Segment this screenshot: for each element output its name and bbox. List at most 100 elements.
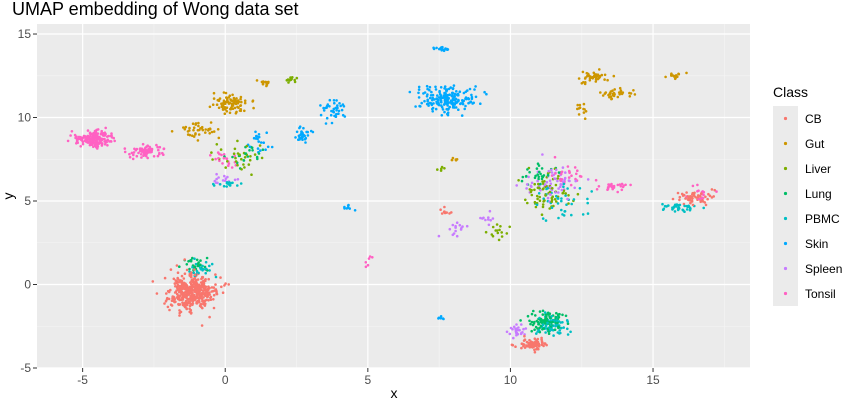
data-point-pbmc xyxy=(210,262,214,266)
data-point-skin xyxy=(333,101,336,105)
data-point-gut xyxy=(188,129,191,132)
data-point-skin xyxy=(473,88,476,91)
data-point-spleen xyxy=(518,328,521,332)
data-points xyxy=(66,45,718,354)
data-point-skin xyxy=(437,96,441,99)
data-point-gut xyxy=(197,121,200,125)
x-tick-label: 5 xyxy=(364,373,371,387)
data-point-spleen xyxy=(557,191,560,194)
data-point-cb xyxy=(183,258,186,261)
data-point-gut xyxy=(197,133,201,136)
data-point-skin xyxy=(322,106,325,110)
data-point-cb xyxy=(174,290,178,294)
data-point-tonsil xyxy=(140,156,143,159)
data-point-skin xyxy=(445,89,449,92)
data-point-gut xyxy=(243,99,247,102)
data-point-liver xyxy=(499,225,502,228)
data-point-skin xyxy=(417,88,421,91)
data-point-spleen xyxy=(488,209,492,213)
data-point-liver xyxy=(540,213,544,216)
data-point-spleen xyxy=(524,327,528,330)
data-point-gut xyxy=(577,113,581,116)
data-point-tonsil xyxy=(147,149,150,152)
data-point-cb xyxy=(185,307,188,310)
data-point-tonsil xyxy=(230,166,234,169)
data-point-cb xyxy=(699,200,702,204)
data-point-tonsil xyxy=(560,172,563,176)
data-point-spleen xyxy=(561,166,565,169)
data-point-liver xyxy=(295,76,299,80)
data-point-spleen xyxy=(546,196,550,200)
grid-lines xyxy=(37,24,750,369)
data-point-tonsil xyxy=(699,197,702,201)
data-point-gut xyxy=(588,76,592,80)
data-point-spleen xyxy=(217,176,220,179)
data-point-tonsil xyxy=(81,142,85,146)
data-point-gut xyxy=(229,98,232,101)
data-point-liver xyxy=(260,156,264,160)
data-point-liver xyxy=(226,160,229,163)
data-point-skin xyxy=(346,204,350,208)
data-point-skin xyxy=(436,94,439,97)
data-point-lung xyxy=(187,260,190,263)
data-point-pbmc xyxy=(689,207,692,210)
data-point-tonsil xyxy=(624,183,627,187)
data-point-gut xyxy=(610,97,613,101)
data-point-lung xyxy=(561,313,564,317)
data-point-cb xyxy=(529,342,533,345)
data-point-lung xyxy=(199,259,202,262)
data-point-lung xyxy=(539,318,542,322)
data-point-gut xyxy=(204,128,207,131)
data-point-skin xyxy=(266,145,270,149)
data-point-gut xyxy=(677,72,680,76)
data-point-pbmc xyxy=(204,260,208,264)
data-point-pbmc xyxy=(570,202,573,206)
data-point-spleen xyxy=(505,330,509,334)
data-point-gut xyxy=(208,105,212,109)
data-point-spleen xyxy=(451,233,455,237)
data-point-lung xyxy=(537,177,540,181)
data-point-cb xyxy=(212,293,216,297)
data-point-tonsil xyxy=(157,148,160,152)
data-point-lung xyxy=(199,263,202,267)
data-point-skin xyxy=(464,97,467,100)
data-point-liver xyxy=(436,168,439,171)
data-point-cb xyxy=(179,310,183,314)
data-point-gut xyxy=(454,159,458,162)
y-tick-label: 0 xyxy=(24,278,31,292)
data-point-cb xyxy=(190,311,193,315)
data-point-skin xyxy=(453,92,457,96)
data-point-skin xyxy=(427,104,430,107)
data-point-pbmc xyxy=(212,184,216,187)
data-point-gut xyxy=(227,96,231,99)
data-point-skin xyxy=(338,102,341,105)
data-point-cb xyxy=(209,296,212,300)
data-point-lung xyxy=(539,324,543,328)
data-point-cb xyxy=(443,205,446,209)
data-point-spleen xyxy=(509,326,513,330)
data-point-spleen xyxy=(460,227,463,230)
data-point-tonsil xyxy=(566,165,570,168)
data-point-gut xyxy=(583,77,587,80)
data-point-liver xyxy=(538,199,542,202)
data-point-tonsil xyxy=(96,147,99,150)
data-point-tonsil xyxy=(366,263,370,267)
data-point-liver xyxy=(528,188,532,191)
data-point-skin xyxy=(322,109,326,112)
legend-label-gut: Gut xyxy=(805,137,825,151)
data-point-gut xyxy=(671,74,674,77)
data-point-tonsil xyxy=(141,142,145,146)
data-point-lung xyxy=(537,323,541,326)
data-point-tonsil xyxy=(128,155,132,159)
data-point-skin xyxy=(466,89,469,92)
data-point-lung xyxy=(557,171,561,174)
data-point-skin xyxy=(451,93,454,97)
data-point-tonsil xyxy=(616,190,619,194)
data-point-pbmc xyxy=(586,197,589,201)
data-point-tonsil xyxy=(629,183,632,187)
data-point-cb xyxy=(540,340,544,343)
data-point-gut xyxy=(199,127,202,130)
data-point-spleen xyxy=(522,327,525,331)
data-point-lung xyxy=(231,155,234,159)
data-point-gut xyxy=(224,91,228,95)
